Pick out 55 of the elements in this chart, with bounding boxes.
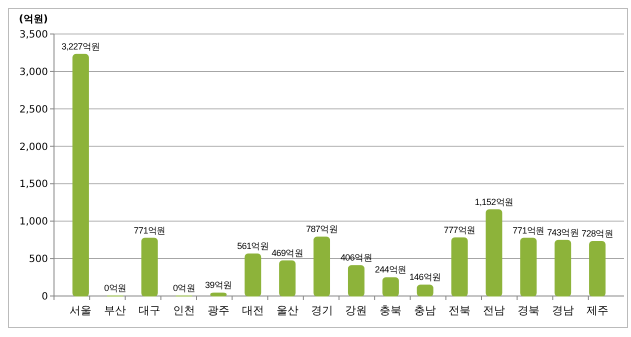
bar xyxy=(486,209,502,296)
bar xyxy=(244,254,262,296)
data-label: 0억원 xyxy=(104,283,126,293)
bar xyxy=(520,238,537,296)
x-tick-label: 대구 xyxy=(138,304,161,317)
y-tick-label: 3,000 xyxy=(19,66,48,78)
x-tick-label: 경북 xyxy=(517,304,540,317)
bar xyxy=(382,277,399,296)
bar xyxy=(279,260,296,296)
x-tick-label: 강원 xyxy=(345,304,368,317)
y-tick-label: 2,000 xyxy=(19,142,48,153)
y-axis-title: (억원) xyxy=(18,14,48,25)
data-label: 771억원 xyxy=(512,225,544,236)
bar xyxy=(554,240,572,296)
data-label: 469억원 xyxy=(272,248,304,258)
x-tick-label: 충남 xyxy=(414,304,436,317)
bar xyxy=(589,241,606,296)
y-tick-label: 0 xyxy=(42,292,48,302)
data-label: 787억원 xyxy=(306,224,338,234)
x-tick-label: 경남 xyxy=(552,304,574,317)
x-tick-label: 부산 xyxy=(104,304,126,317)
bar xyxy=(210,292,227,296)
bar xyxy=(72,54,89,296)
x-tick-label: 경기 xyxy=(310,304,333,317)
y-tick-label: 500 xyxy=(28,254,48,266)
data-label: 39억원 xyxy=(205,280,232,290)
data-label: 777억원 xyxy=(444,224,476,235)
data-label: 771억원 xyxy=(134,225,166,236)
y-tick-label: 1,000 xyxy=(19,216,48,228)
data-label: 743억원 xyxy=(547,227,579,238)
data-label: 3,227억원 xyxy=(61,41,100,52)
x-tick-label: 전북 xyxy=(448,304,471,317)
y-tick-label: 2,500 xyxy=(19,104,48,116)
x-tick-label: 인천 xyxy=(173,304,196,317)
data-label: 406억원 xyxy=(340,252,372,263)
x-tick-label: 대전 xyxy=(242,304,264,317)
data-label: 0억원 xyxy=(172,283,196,293)
data-label: 146억원 xyxy=(409,272,441,282)
bar xyxy=(451,237,468,296)
data-label: 1,152억원 xyxy=(474,196,514,207)
bar xyxy=(416,284,434,296)
bar xyxy=(141,238,158,296)
x-tick-label: 충북 xyxy=(380,304,402,317)
data-label: 561억원 xyxy=(237,241,269,252)
y-tick-label: 3,500 xyxy=(19,30,48,40)
x-tick-label: 서울 xyxy=(70,304,92,317)
bar xyxy=(314,236,330,296)
x-tick-label: 광주 xyxy=(207,304,230,317)
data-label: 728억원 xyxy=(582,228,614,239)
x-tick-label: 제주 xyxy=(586,304,608,317)
y-tick-label: 1,500 xyxy=(19,179,48,190)
x-tick-label: 울산 xyxy=(276,304,298,317)
bar xyxy=(348,265,364,296)
data-label: 244억원 xyxy=(374,264,406,275)
x-tick-label: 전남 xyxy=(482,304,505,317)
